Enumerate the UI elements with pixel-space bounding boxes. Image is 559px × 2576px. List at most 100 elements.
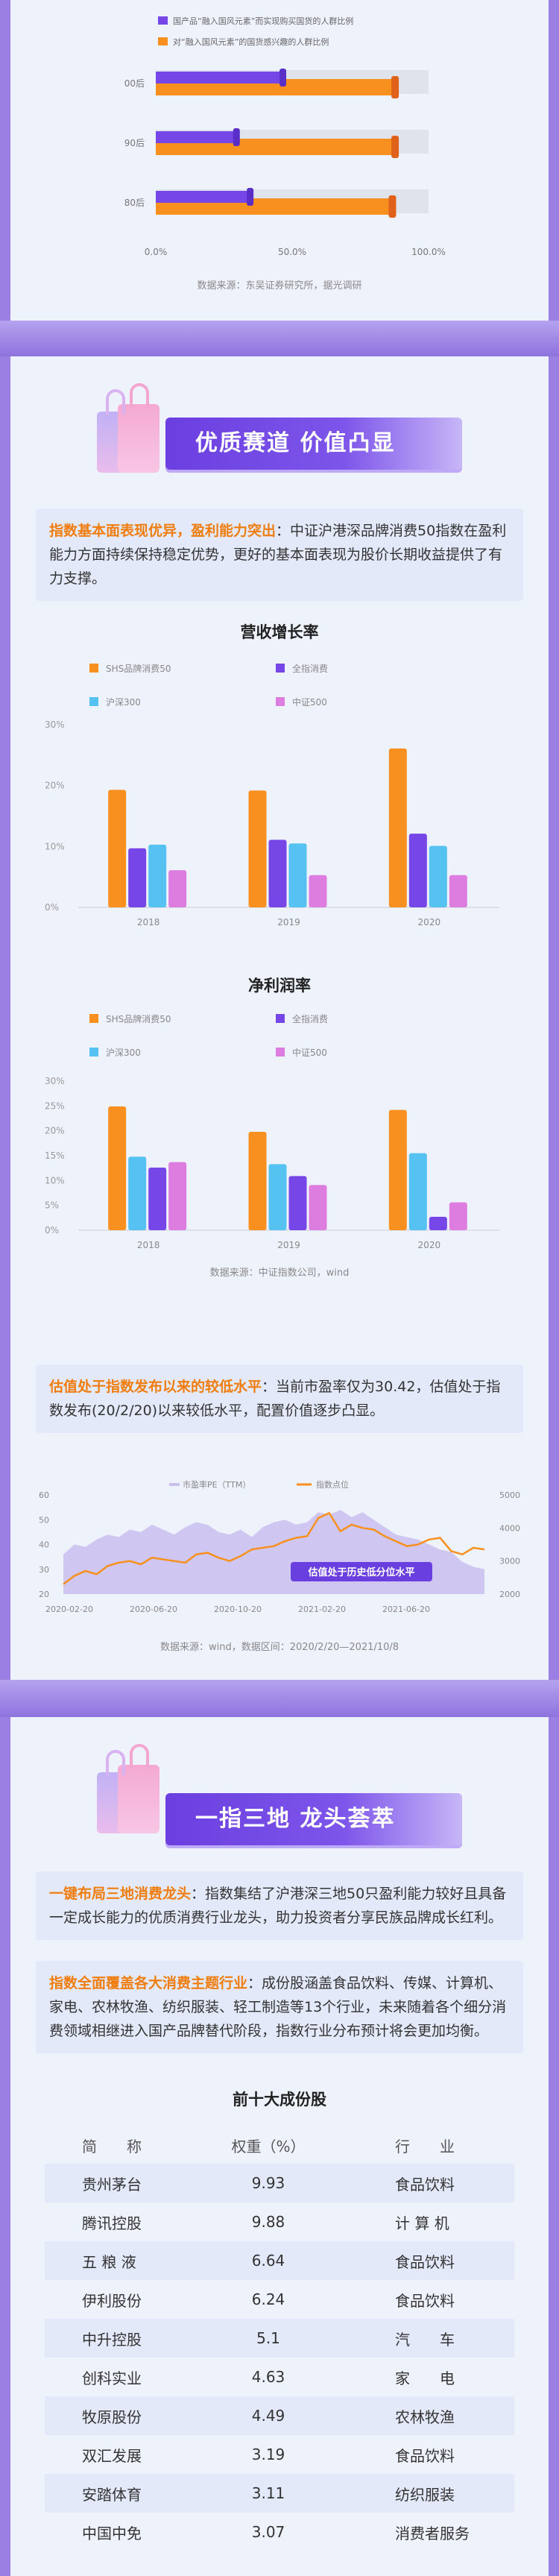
bar-SHS品牌消费50 [108,790,127,907]
annotation-box [291,1562,432,1581]
x-tick-label: 2019 [277,917,300,928]
valuation-highlight: 估值处于指数发布以来的较低水平 [49,1379,262,1395]
legend-label: 国产品“融入国风元素”而实现购买国货的人群比例 [173,16,353,26]
bar-SHS品牌消费50 [388,1109,407,1230]
bar-沪深300 [429,845,447,907]
pe-area [63,1510,484,1594]
y-left-tick-label: 20 [39,1590,49,1599]
legend-label: 沪深300 [106,1048,141,1058]
leaders-highlight: 一键布局三地消费龙头 [49,1886,192,1902]
cell-name: 中升控股 [45,2319,201,2358]
x-tick-label: 2018 [137,1240,160,1250]
bar-bought-cap [247,188,254,206]
bar-沪深300 [128,1156,147,1230]
bar-中证500 [449,875,467,907]
bar-全指消费 [268,840,287,907]
bar-沪深300 [268,1164,287,1230]
cell-name: 安踏体育 [45,2474,201,2513]
top10-table: 简 称 权重（%） 行 业 贵州茅台 9.93 食品饮料 腾讯控股 9.88 计 算 机五… [45,2126,514,2551]
y-tick-label: 0% [45,902,59,913]
legend-label: 市盈率PE（TTM） [183,1479,250,1490]
bar-全指消费 [288,1176,307,1230]
cell-industry: 食品饮料 [335,2241,514,2280]
x-tick-label: 2020-06-20 [130,1605,177,1614]
bar-中证500 [309,875,327,907]
cell-weight: 9.93 [201,2164,335,2202]
cell-industry: 汽 车 [335,2319,514,2358]
bar-中证500 [168,870,187,907]
bar-bought-cap [280,69,287,86]
cell-industry: 食品饮料 [395,2291,455,2310]
section-divider [0,321,559,356]
fundamentals-paragraph: 指数基本面表现优异，盈利能力突出：中证沪港深品牌消费50指数在盈利能力方面持续保… [36,508,523,601]
bar-bought [156,72,285,84]
section-banner-title: 一指三地 龙头荟萃 [165,1793,462,1845]
cell-weight: 6.24 [251,2290,285,2308]
section-banner-title: 优质赛道 价值凸显 [165,418,462,470]
x-tick-label: 2021-02-20 [298,1605,346,1614]
cell-name: 牧原股份 [45,2396,201,2435]
fundamentals-text: ：中证沪港深品牌消费50指数在盈利能力方面持续保持稳定优势，更好的基本面表现为股… [49,523,507,587]
x-tick-label: 50.0% [278,247,306,257]
table-row: 双汇发展 3.19 食品饮料 [45,2435,514,2474]
chart-source: 数据来源：中证指数公司，wind [209,1267,350,1279]
table-row: 牧原股份 4.49 农林牧渔 [45,2396,514,2435]
chart-source: 数据来源：东吴证券研究所，据光调研 [197,280,362,292]
horizontal-bar-chart: 国产品“融入国风元素”而实现购买国货的人群比例对“融入国风元素”的国货感兴趣的人… [124,16,446,257]
y-left-tick-label: 50 [39,1515,49,1525]
cell-name: 中国中免 [82,2524,142,2542]
legend-label: 中证500 [292,696,327,708]
cell-industry: 计 算 机 [395,2214,449,2232]
coverage-paragraph: 指数全面覆盖各大消费主题行业：成份股涵盖食品饮料、传媒、计算机、家电、农林牧渔、… [36,1961,523,2053]
cell-industry: 纺织服装 [335,2474,514,2513]
x-tick-label: 2020-02-20 [45,1605,93,1614]
annotation-text: 估值处于历史低分位水平 [307,1566,414,1578]
bar-bought [156,131,238,143]
cell-name: 双汇发展 [82,2446,142,2465]
legend-swatch [276,697,285,706]
x-tick-label: 2020-10-20 [214,1605,262,1614]
legend-label: 沪深300 [106,697,141,708]
x-tick-label: 2019 [277,1240,300,1250]
leaders-text: ：指数集结了沪港深三地50只盈利能力较好且具备一定成长能力的优质消费行业龙头，助… [49,1886,507,1926]
valuation-paragraph: 估值处于指数发布以来的较低水平：当前市盈率仅为30.42，估值处于指数发布(20… [36,1364,523,1433]
category-label: 80后 [124,198,145,208]
legend-swatch [276,664,285,673]
legend-label: 全指消费 [292,663,328,674]
y-right-tick-label: 2000 [499,1590,520,1599]
y-right-tick-label: 5000 [499,1490,520,1500]
legend-swatch [158,16,168,25]
y-tick-label: 20% [45,1126,65,1136]
cell-weight: 3.11 [201,2474,335,2513]
y-right-tick-label: 3000 [499,1557,520,1566]
cell-name: 五 粮 液 [45,2241,201,2280]
cell-weight: 5.1 [201,2319,335,2358]
chart-source: 数据来源：wind，数据区间：2020/2/20—2021/10/8 [160,1642,399,1653]
category-label: 90后 [124,138,145,148]
y-left-tick-label: 60 [39,1490,49,1500]
cell-industry: 农林牧渔 [335,2396,514,2435]
legend-label: 全指消费 [292,1013,328,1024]
bar-bought [156,191,252,203]
table-row: 腾讯控股 9.88 计 算 机 [45,2202,514,2241]
section-divider [0,1680,559,1717]
bar-SHS品牌消费50 [388,748,407,907]
bar-沪深300 [408,1153,427,1230]
cell-weight: 4.49 [201,2396,335,2435]
bar-全指消费 [408,834,427,907]
bar-SHS品牌消费50 [248,1132,267,1230]
legend-swatch [276,1048,285,1056]
cell-weight: 4.63 [251,2368,285,2386]
shopping-bags-icon [88,383,200,485]
y-left-tick-label: 40 [39,1540,49,1550]
x-tick-label: 0.0% [145,247,168,257]
cell-industry: 食品饮料 [335,2164,514,2202]
bar-interest-cap [391,76,399,98]
cell-weight: 3.19 [251,2446,285,2463]
revenue-growth-title: 营收增长率 [240,623,319,641]
bar-bought-cap [233,128,240,146]
table-row: 五 粮 液 6.64 食品饮料 [45,2241,514,2280]
legend-swatch [158,37,168,45]
bar-SHS品牌消费50 [108,1106,127,1230]
table-header: 简 称 权重（%） 行 业 [45,2126,514,2164]
